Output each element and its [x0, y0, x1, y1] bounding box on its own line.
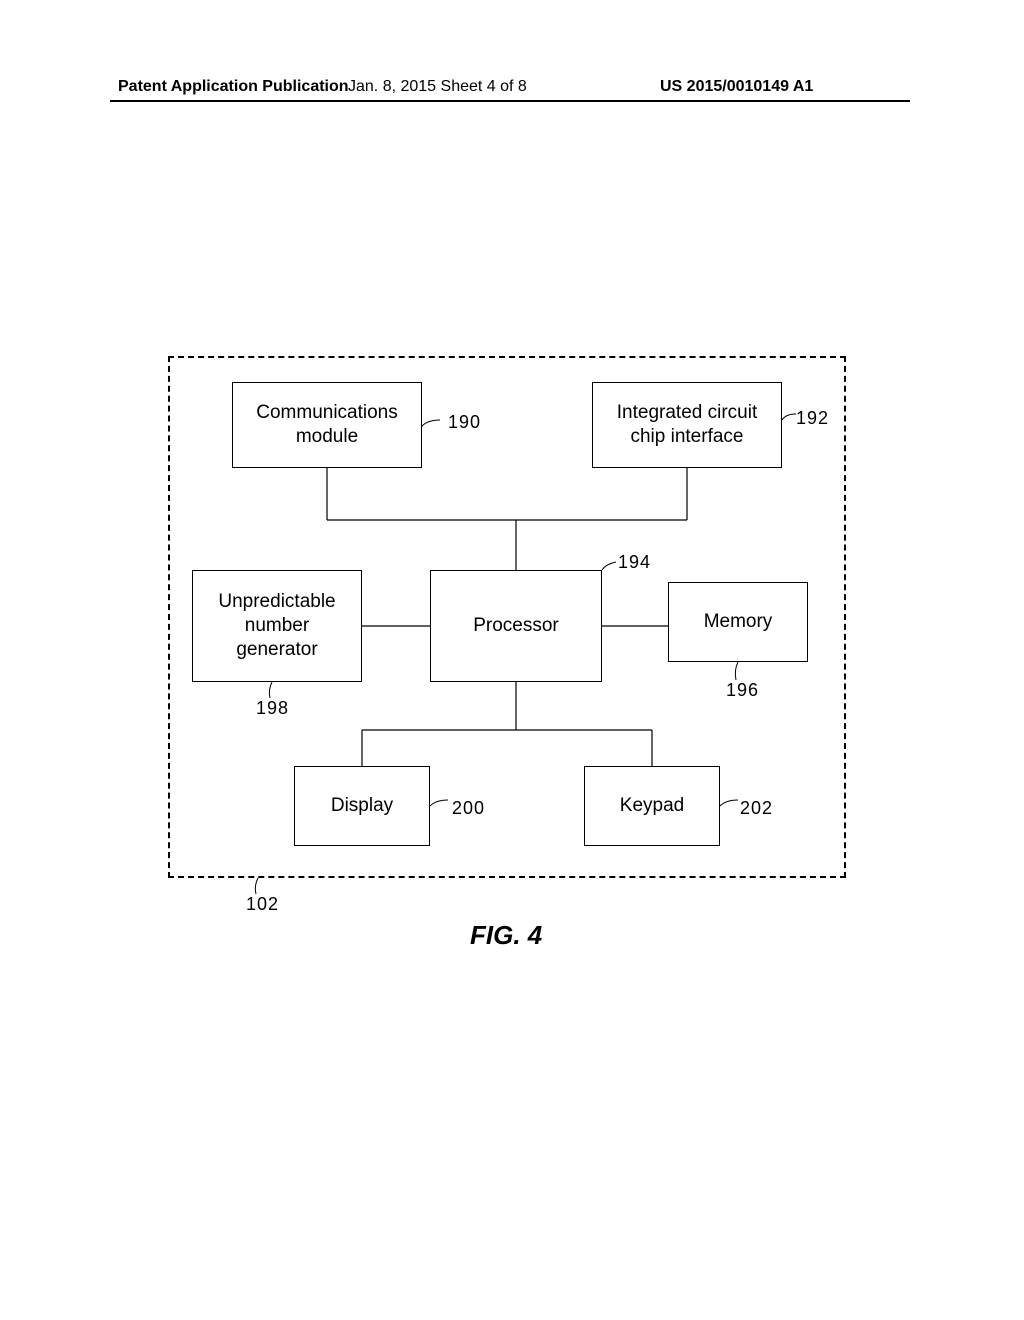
connectors — [0, 0, 1024, 1320]
figure-label: FIG. 4 — [470, 920, 542, 951]
page: Patent Application Publication Jan. 8, 2… — [0, 0, 1024, 1320]
